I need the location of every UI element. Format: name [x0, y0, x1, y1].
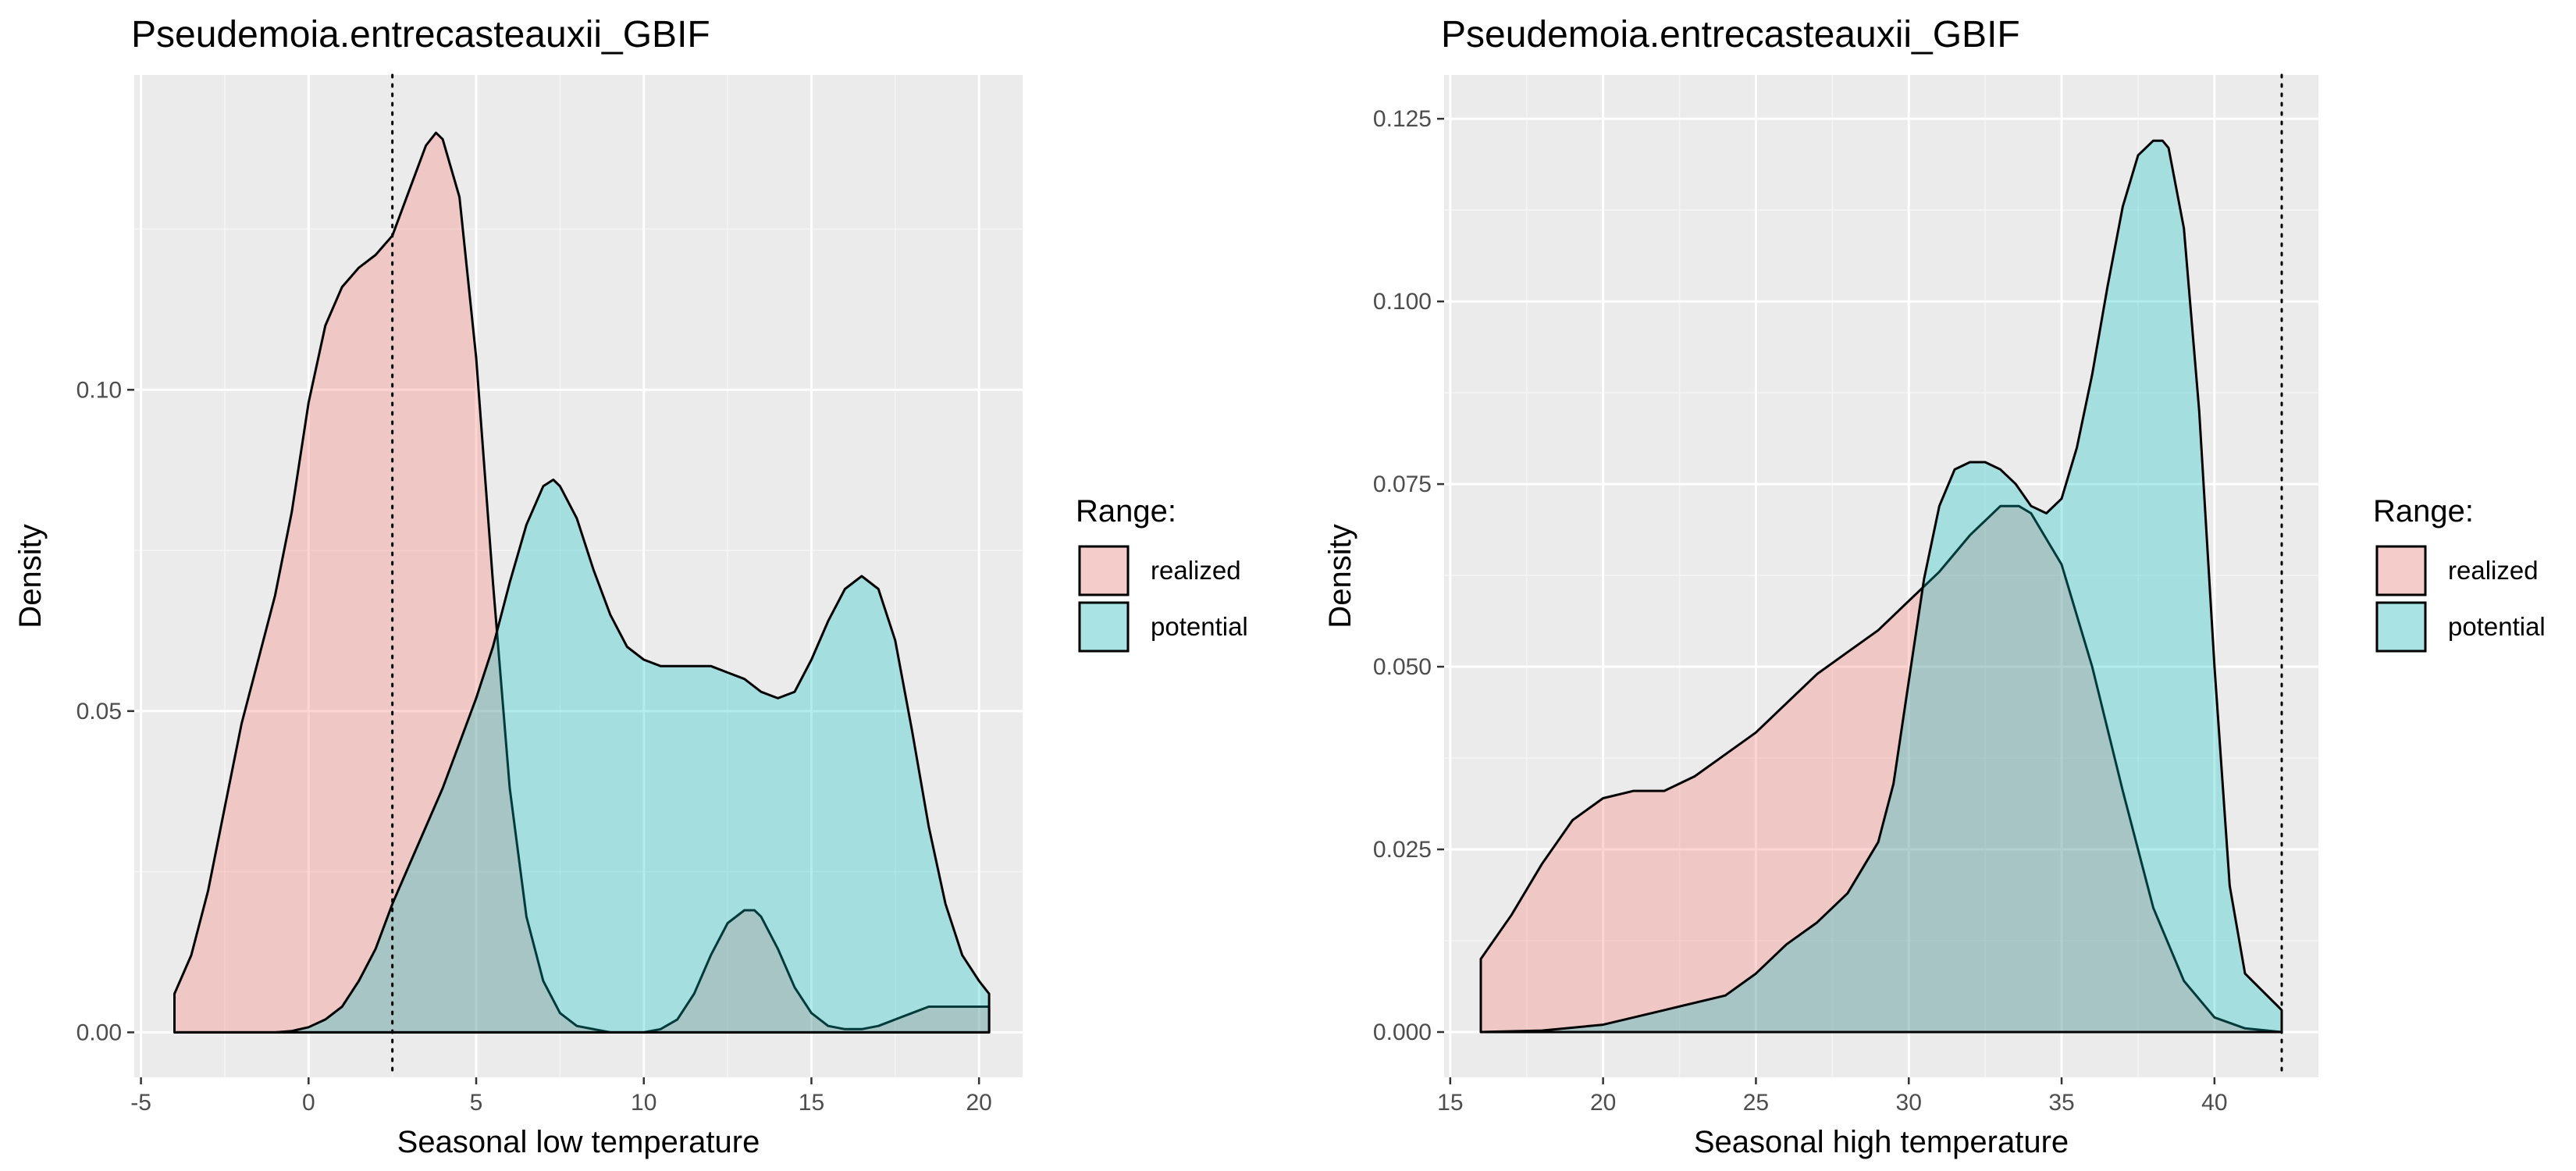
right-density-chart: 15 20 25 30 35 40 0.000 0.025 0.050 0.075 0.100 0.1…	[1323, 14, 2546, 1159]
x-axis-label: Seasonal high temperature	[1694, 1125, 2069, 1159]
chart-title: Pseudemoia.entrecasteauxii_GBIF	[131, 14, 710, 55]
density-area-potential	[1479, 139, 2283, 1034]
x-tick-label: 20	[1590, 1090, 1616, 1116]
y-axis-label: Density	[13, 524, 48, 628]
legend-swatch-realized	[2375, 545, 2427, 596]
legend-key-background	[1078, 545, 1130, 596]
density-area-realized	[1479, 504, 2283, 1034]
y-tick-label: 0.050	[1373, 654, 1432, 680]
legend-key-background	[2375, 601, 2427, 653]
left-density-chart: -5 0 5 10 15 20 0.00 0.05 0.10 Pseudemoia.entreca…	[13, 14, 1248, 1159]
legend-swatch-potential	[2375, 601, 2427, 653]
x-tick-label: 5	[470, 1090, 483, 1116]
x-tick-label: 40	[2201, 1090, 2227, 1116]
x-axis-label: Seasonal low temperature	[397, 1125, 760, 1159]
plot-background	[1444, 75, 2318, 1077]
y-tick-label: 0.10	[76, 377, 122, 403]
y-tick-label: 0.125	[1373, 106, 1432, 132]
density-area-potential	[173, 479, 991, 1034]
legend-key-background	[1078, 601, 1130, 653]
x-tick-label: 15	[1437, 1090, 1463, 1116]
chart-title: Pseudemoia.entrecasteauxii_GBIF	[1441, 14, 2020, 55]
legend-label-potential: potential	[1151, 612, 1248, 641]
x-tick-label: 15	[799, 1090, 824, 1116]
y-tick-label: 0.000	[1373, 1020, 1432, 1045]
legend-swatch-realized	[1078, 545, 1130, 596]
legend-label-realized: realized	[1151, 556, 1241, 585]
legend-swatch-potential	[1078, 601, 1130, 653]
y-tick-label: 0.05	[76, 699, 122, 724]
density-area-realized	[173, 131, 991, 1034]
x-tick-label: -5	[130, 1090, 151, 1116]
y-axis-label: Density	[1323, 524, 1357, 628]
x-tick-label: 25	[1743, 1090, 1769, 1116]
y-tick-label: 0.00	[76, 1020, 122, 1045]
legend-key-background	[2375, 545, 2427, 596]
y-tick-label: 0.025	[1373, 837, 1432, 863]
legend-title: Range:	[1076, 494, 1176, 529]
x-tick-label: 0	[302, 1090, 315, 1116]
legend-label-potential: potential	[2448, 612, 2546, 641]
x-tick-label: 35	[2048, 1090, 2074, 1116]
x-tick-label: 30	[1896, 1090, 1922, 1116]
plot-background	[134, 75, 1023, 1077]
y-tick-label: 0.075	[1373, 472, 1432, 497]
legend-label-realized: realized	[2448, 556, 2539, 585]
x-tick-label: 10	[631, 1090, 656, 1116]
y-tick-label: 0.100	[1373, 289, 1432, 315]
legend-title: Range:	[2373, 494, 2474, 529]
x-tick-label: 20	[966, 1090, 991, 1116]
